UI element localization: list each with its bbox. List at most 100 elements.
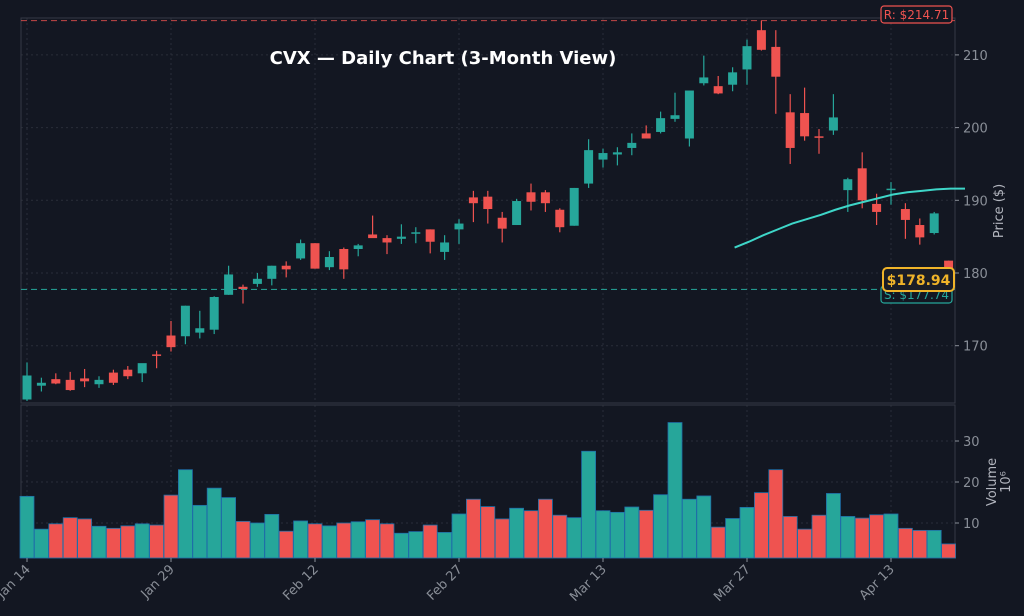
candle-body (36, 382, 46, 386)
candle-body (483, 196, 493, 210)
volume-bar (451, 513, 467, 559)
candle (267, 265, 277, 286)
candle (65, 371, 75, 391)
chart-title: CVX — Daily Chart (3-Month View) (270, 48, 617, 69)
volume-bar (365, 519, 381, 559)
volume-bar (264, 513, 280, 559)
volume-bar (307, 523, 323, 559)
candle-body (684, 90, 694, 139)
candle (915, 218, 925, 245)
candle (828, 94, 838, 135)
candle-body (468, 197, 478, 204)
volume-bar (638, 509, 654, 559)
candle-body (598, 153, 608, 160)
candle-body (281, 265, 291, 270)
volume-bar (782, 516, 798, 559)
candle (80, 368, 90, 388)
candle-body (771, 46, 781, 77)
candle-body (641, 133, 651, 139)
candle (728, 67, 738, 92)
candle-body (728, 72, 738, 85)
volume-bar (538, 498, 553, 559)
candle-body (440, 242, 450, 252)
candle-body (137, 363, 147, 374)
volume-bar (350, 521, 366, 559)
price-tick-label: 180 (963, 267, 988, 282)
resistance-label-box (880, 5, 953, 24)
candle (238, 284, 248, 304)
volume-bar (278, 530, 294, 559)
candle-body (555, 209, 565, 228)
candle-body (699, 77, 709, 84)
candle (252, 273, 262, 287)
volume-bar (336, 522, 352, 559)
candle (454, 219, 464, 244)
volume-bar (797, 528, 812, 559)
candle-body (929, 213, 939, 234)
candle-body (123, 369, 133, 377)
candle (699, 55, 709, 86)
volume-bar (739, 507, 755, 559)
candle-body (540, 192, 550, 204)
volume-tick-label: 30 (963, 435, 980, 450)
candle-body (425, 229, 435, 242)
reference-lines: R: $214.71S: $177.74$178.94 (21, 5, 965, 304)
volume-bar (710, 526, 726, 559)
volume-bar (62, 517, 78, 559)
volume-axis-title: Volume (985, 458, 1000, 506)
volume-bar (509, 507, 525, 559)
price-tick-label: 200 (963, 122, 988, 137)
candle-body (454, 223, 464, 230)
volume-bar (293, 520, 309, 559)
candle (209, 296, 219, 335)
candle (310, 243, 320, 269)
candle (627, 133, 637, 156)
volume-bar (941, 543, 956, 559)
volume-bar (480, 506, 496, 559)
volume-bars (19, 422, 956, 559)
volume-bar (840, 516, 856, 559)
volume-tick-label: 20 (963, 476, 980, 491)
volume-bar (898, 527, 913, 559)
candle-body (526, 192, 536, 202)
candle-body (512, 201, 522, 226)
volume-bar (725, 518, 740, 559)
date-tick-label: Jan 14 (0, 562, 34, 602)
candle (468, 190, 478, 223)
volume-bar (379, 523, 395, 559)
candle (512, 198, 522, 226)
candle-body (627, 142, 637, 148)
candle-body (828, 117, 838, 131)
candle (22, 362, 32, 401)
candle (166, 320, 176, 352)
candle-body (252, 278, 262, 284)
volume-unit-label: 10⁶ (999, 471, 1014, 493)
volume-bar (106, 527, 121, 559)
candle (324, 251, 334, 271)
date-tick-label: Apr 13 (857, 562, 898, 603)
volume-bar (926, 529, 942, 559)
candle-body (195, 328, 205, 333)
price-tick-label: 210 (963, 49, 988, 64)
candle (713, 75, 723, 95)
volume-bar (91, 525, 107, 559)
candle (339, 247, 349, 279)
last-price-label: $178.94 (887, 273, 951, 289)
candle (281, 261, 291, 278)
volume-bar (321, 525, 337, 559)
candle (180, 305, 190, 345)
volume-bar (221, 497, 237, 559)
volume-bar (768, 469, 784, 559)
candle-body (843, 179, 853, 191)
candle-body (915, 225, 925, 238)
candle-body (382, 238, 392, 243)
candle (584, 139, 594, 188)
candle-body (324, 257, 334, 268)
candle-body (742, 46, 752, 70)
volume-bar (854, 517, 870, 559)
candle-body (656, 118, 666, 132)
price-tick-label: 190 (963, 194, 988, 209)
date-tick-label: Feb 12 (280, 562, 322, 604)
candle (742, 39, 752, 85)
